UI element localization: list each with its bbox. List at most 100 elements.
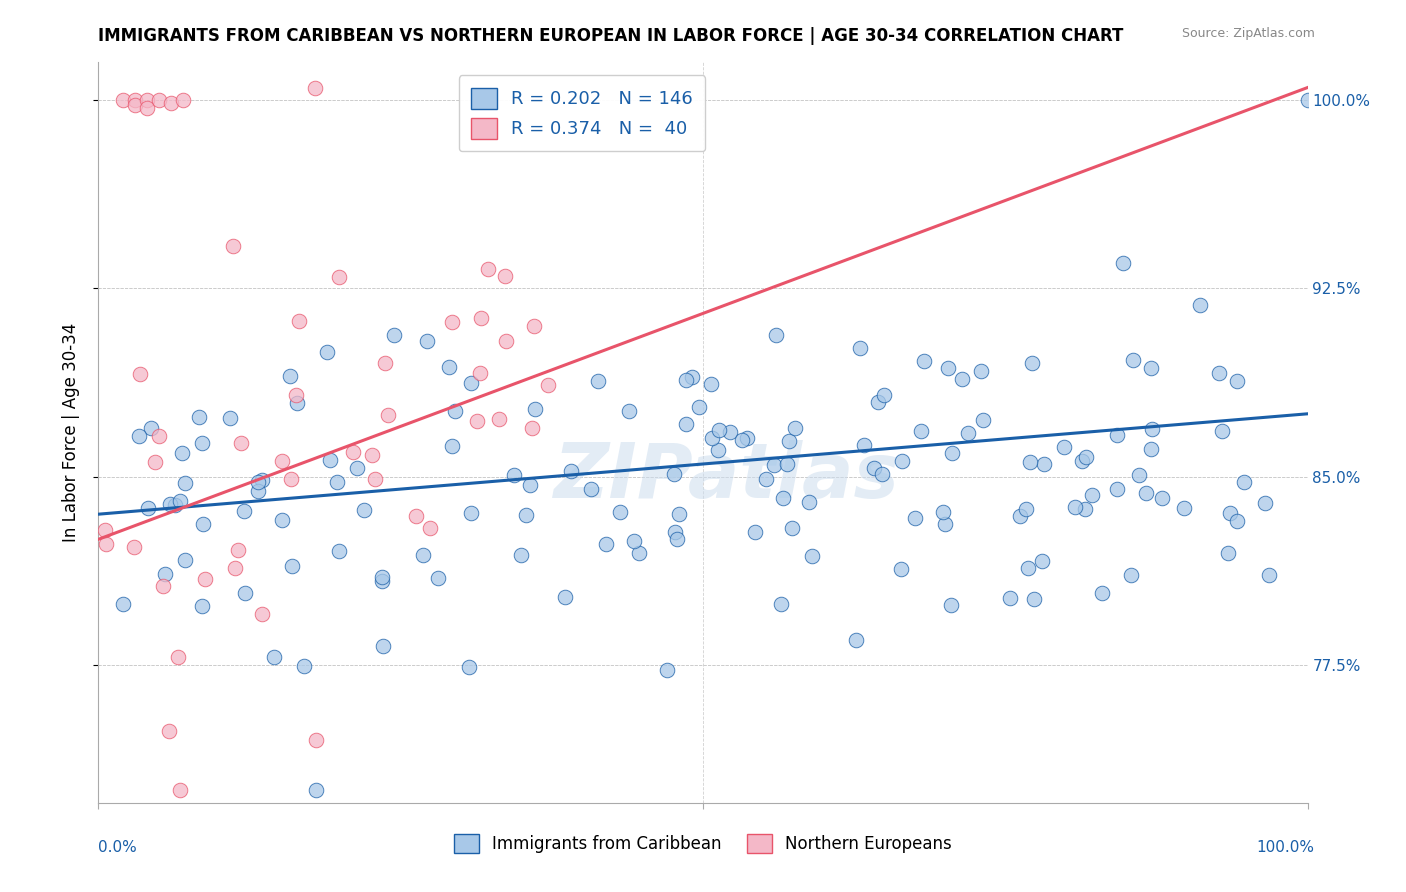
Point <box>675 417 697 431</box>
Point <box>467 415 489 429</box>
Point <box>221 239 243 253</box>
Point <box>246 475 269 490</box>
Point <box>160 95 183 110</box>
Point <box>765 328 787 343</box>
Point <box>1021 356 1043 370</box>
Point <box>124 93 146 107</box>
Point <box>470 310 492 325</box>
Point <box>360 448 382 462</box>
Point <box>188 410 211 425</box>
Point <box>135 93 157 107</box>
Point <box>523 319 546 334</box>
Point <box>1112 256 1135 270</box>
Point <box>617 404 640 418</box>
Point <box>797 495 820 509</box>
Point <box>675 373 697 387</box>
Point <box>233 585 256 599</box>
Point <box>1081 488 1104 502</box>
Point <box>229 435 252 450</box>
Point <box>169 783 191 797</box>
Point <box>143 455 166 469</box>
Point <box>700 376 723 391</box>
Point <box>1031 554 1053 568</box>
Point <box>1024 592 1046 607</box>
Point <box>128 367 150 381</box>
Point <box>122 541 145 555</box>
Point <box>191 516 214 531</box>
Point <box>292 658 315 673</box>
Point <box>1208 366 1230 380</box>
Point <box>419 521 441 535</box>
Point <box>702 430 724 444</box>
Point <box>554 590 576 604</box>
Point <box>280 472 302 486</box>
Point <box>405 509 427 524</box>
Point <box>494 268 516 283</box>
Point <box>950 372 973 386</box>
Point <box>1254 496 1277 510</box>
Point <box>681 370 703 384</box>
Point <box>520 421 543 435</box>
Point <box>688 400 710 414</box>
Point <box>148 93 170 107</box>
Point <box>910 425 932 439</box>
Text: IMMIGRANTS FROM CARIBBEAN VS NORTHERN EUROPEAN IN LABOR FORCE | AGE 30-34 CORREL: IMMIGRANTS FROM CARIBBEAN VS NORTHERN EU… <box>98 27 1123 45</box>
Point <box>707 423 730 437</box>
Point <box>218 411 240 425</box>
Point <box>1226 374 1249 388</box>
Point <box>173 553 195 567</box>
Point <box>623 534 645 549</box>
Point <box>477 261 499 276</box>
Point <box>1010 509 1032 524</box>
Point <box>1073 502 1095 516</box>
Point <box>1258 568 1281 582</box>
Point <box>326 475 349 489</box>
Point <box>868 395 890 409</box>
Point <box>890 562 912 576</box>
Point <box>939 598 962 612</box>
Point <box>755 471 778 485</box>
Point <box>328 270 350 285</box>
Point <box>167 650 190 665</box>
Point <box>377 408 399 422</box>
Point <box>628 546 651 560</box>
Point <box>169 494 191 508</box>
Point <box>904 511 927 525</box>
Point <box>111 597 134 611</box>
Point <box>581 483 603 497</box>
Point <box>934 517 956 532</box>
Point <box>662 467 685 481</box>
Point <box>440 315 463 329</box>
Point <box>763 458 786 472</box>
Point <box>609 505 631 519</box>
Point <box>281 559 304 574</box>
Point <box>873 388 896 402</box>
Text: 100.0%: 100.0% <box>1257 840 1315 855</box>
Point <box>373 640 395 654</box>
Point <box>416 334 439 349</box>
Point <box>560 464 582 478</box>
Point <box>124 98 146 112</box>
Point <box>170 446 193 460</box>
Point <box>328 544 350 558</box>
Point <box>152 579 174 593</box>
Point <box>1033 457 1056 471</box>
Point <box>776 457 799 471</box>
Point <box>595 537 617 551</box>
Point <box>371 574 394 589</box>
Point <box>247 483 270 498</box>
Point <box>510 548 533 562</box>
Point <box>936 361 959 376</box>
Point <box>263 650 285 665</box>
Point <box>718 425 741 440</box>
Point <box>460 506 482 520</box>
Point <box>1017 561 1039 575</box>
Point <box>1064 500 1087 515</box>
Point <box>780 521 803 535</box>
Point <box>1071 454 1094 468</box>
Point <box>139 421 162 435</box>
Point <box>849 341 872 355</box>
Point <box>1140 422 1163 436</box>
Point <box>224 561 246 575</box>
Point <box>288 313 311 327</box>
